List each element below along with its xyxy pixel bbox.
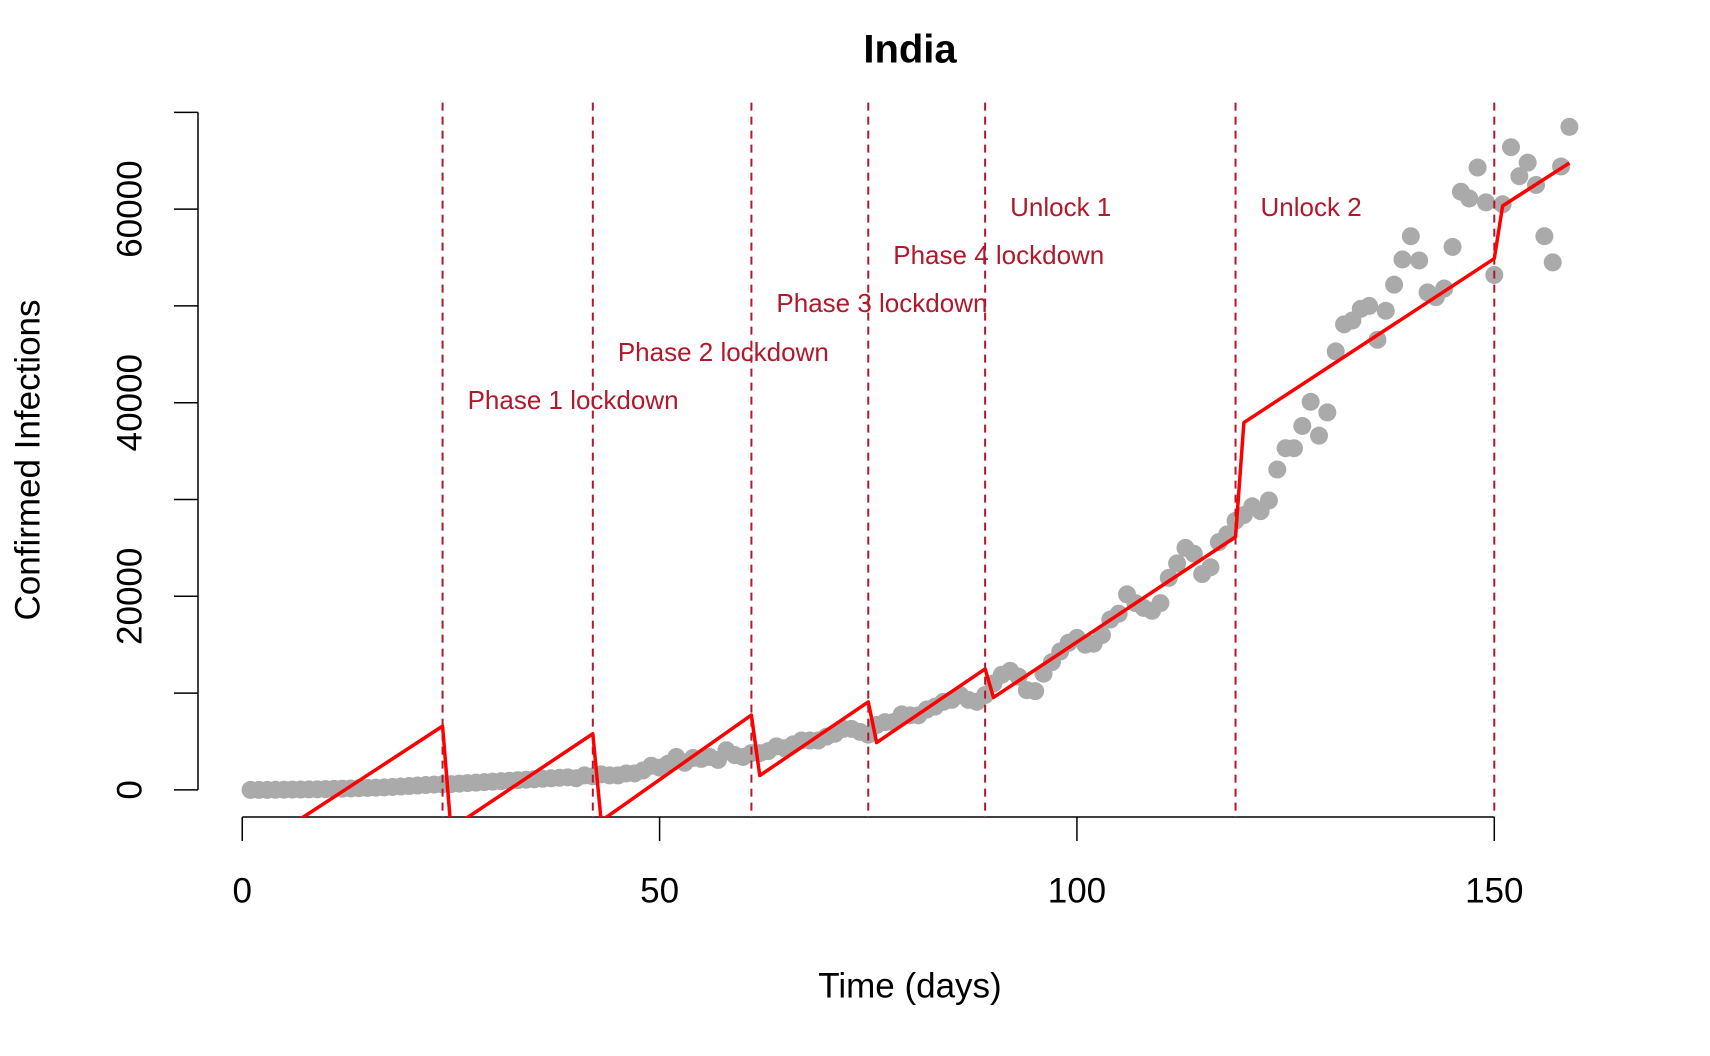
- data-point: [1268, 460, 1287, 479]
- data-point: [1009, 667, 1028, 686]
- data-point: [1510, 167, 1529, 186]
- data-point: [1360, 296, 1379, 315]
- data-point: [1476, 193, 1495, 212]
- data-point: [1184, 544, 1203, 563]
- y-tick-label: 40000: [110, 354, 149, 451]
- data-point: [1259, 491, 1278, 510]
- data-point: [1026, 682, 1045, 701]
- data-point: [1468, 158, 1487, 177]
- annotation: Unlock 1: [1010, 192, 1111, 222]
- x-axis-label: Time (days): [818, 966, 1001, 1005]
- data-point: [1501, 138, 1520, 157]
- data-point: [1301, 392, 1320, 411]
- data-point: [1401, 227, 1420, 246]
- x-tick-label: 50: [640, 871, 679, 910]
- data-point: [1168, 554, 1187, 573]
- data-point: [1368, 330, 1387, 349]
- fit-group: [300, 161, 1571, 817]
- data-point: [1518, 153, 1537, 172]
- y-tick-label: 20000: [110, 548, 149, 645]
- fit-line: [300, 161, 1571, 817]
- data-point: [1535, 227, 1554, 246]
- data-point: [1151, 594, 1170, 613]
- x-tick-label: 150: [1465, 871, 1523, 910]
- annotation: Phase 3 lockdown: [776, 288, 987, 318]
- data-point: [1326, 342, 1345, 361]
- data-point: [1410, 251, 1429, 270]
- y-tick-label: 60000: [110, 160, 149, 257]
- annotation: Phase 4 lockdown: [893, 240, 1104, 270]
- data-point: [1284, 439, 1303, 458]
- data-point: [1201, 558, 1220, 577]
- data-point: [1560, 117, 1579, 136]
- annotation: Unlock 2: [1261, 192, 1362, 222]
- y-axis-label: Confirmed Infections: [8, 300, 47, 621]
- x-tick-label: 100: [1048, 871, 1106, 910]
- annotation: Phase 1 lockdown: [468, 385, 679, 415]
- data-point: [1385, 275, 1404, 294]
- data-point: [1460, 189, 1479, 208]
- data-point: [1318, 403, 1337, 422]
- data-point: [1293, 416, 1312, 435]
- data-point: [1393, 250, 1412, 269]
- data-point: [1310, 426, 1329, 445]
- data-point: [1543, 253, 1562, 272]
- x-tick-label: 0: [233, 871, 252, 910]
- data-point: [1443, 237, 1462, 256]
- annotation: Phase 2 lockdown: [618, 337, 829, 367]
- chart-title: India: [863, 28, 957, 72]
- data-point: [1376, 301, 1395, 320]
- y-tick-label: 0: [110, 780, 149, 799]
